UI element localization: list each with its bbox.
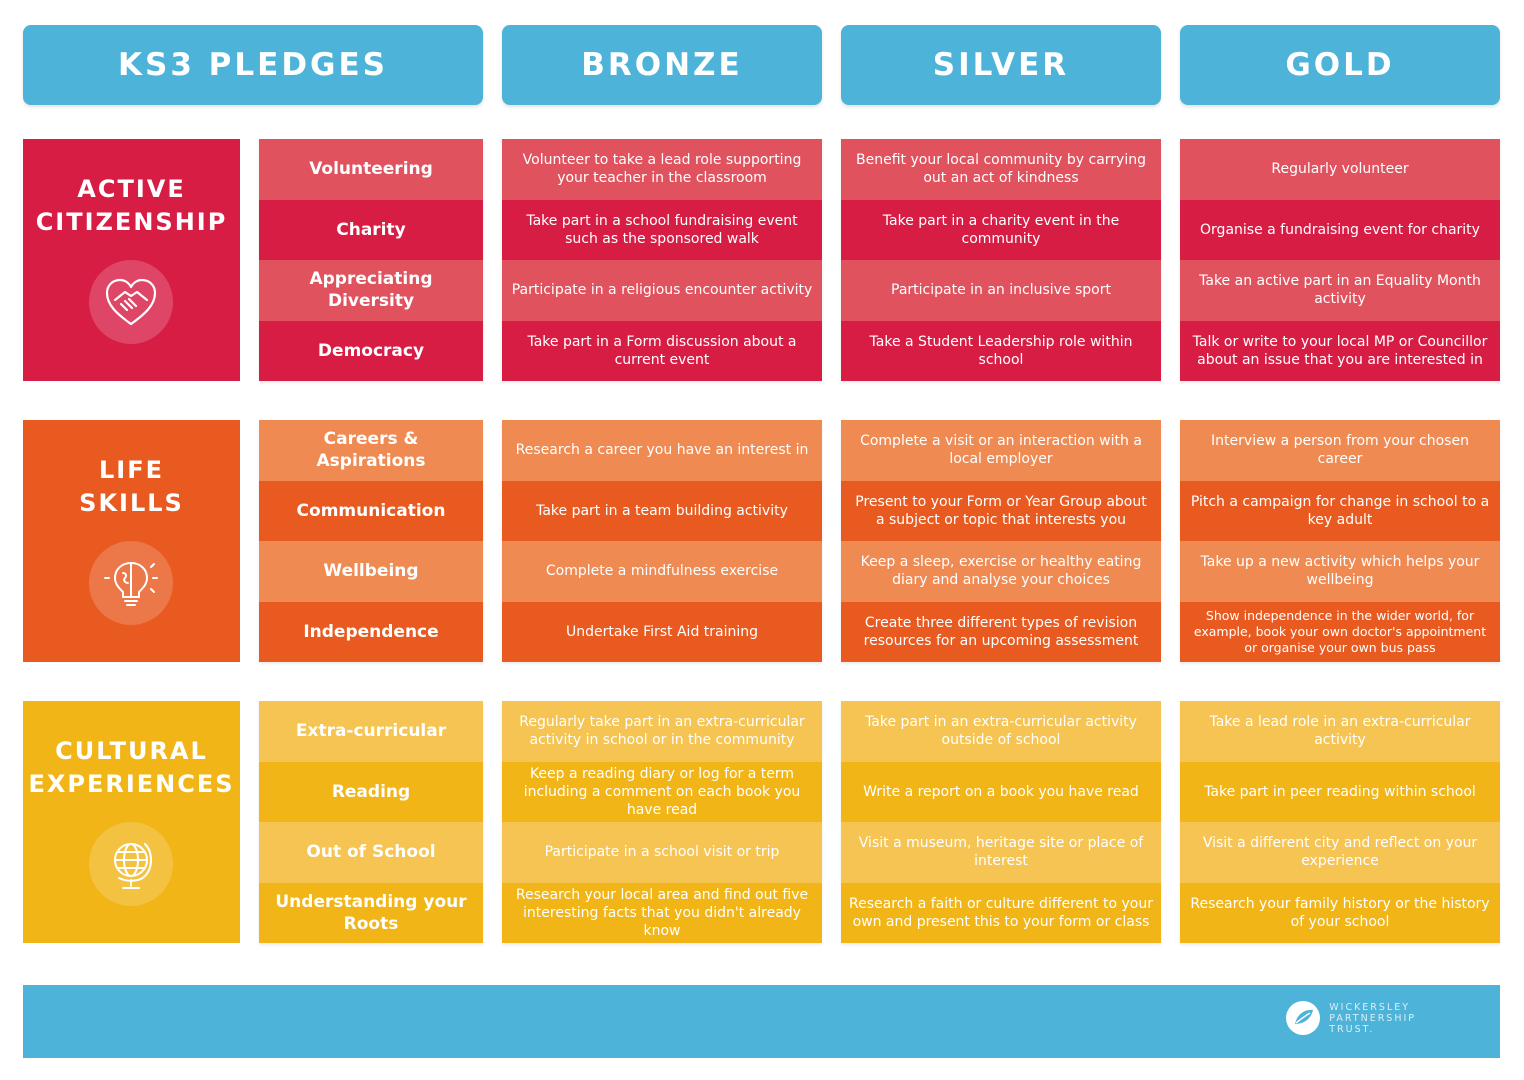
pledge-cell: Participate in a school visit or trip	[502, 822, 822, 883]
bronze-active-citizenship: Volunteer to take a lead role supporting…	[502, 139, 822, 381]
pledge-cell: Take an active part in an Equality Month…	[1180, 260, 1500, 321]
header-ks3-pledges: KS3 PLEDGES	[23, 25, 483, 105]
category-cell: Out of School	[259, 822, 483, 883]
gold-cultural-experiences: Take a lead role in an extra-curricular …	[1180, 701, 1500, 943]
pledge-cell: Present to your Form or Year Group about…	[841, 480, 1161, 541]
pledge-cell: Show independence in the wider world, fo…	[1180, 601, 1500, 662]
category-cell: Charity	[259, 199, 483, 260]
category-cell: Reading	[259, 761, 483, 822]
pledge-cell: Complete a visit or an interaction with …	[841, 420, 1161, 481]
silver-cultural-experiences: Take part in an extra-curricular activit…	[841, 701, 1161, 943]
header-gold: GOLD	[1180, 25, 1500, 105]
logo-text: WICKERSLEY PARTNERSHIP TRUST.	[1329, 1002, 1416, 1035]
globe-icon	[89, 822, 173, 906]
pledge-cell: Take part in a charity event in the comm…	[841, 199, 1161, 260]
category-cell: Volunteering	[259, 139, 483, 200]
pledge-cell: Benefit your local community by carrying…	[841, 139, 1161, 200]
section-title-line1: CULTURAL	[55, 737, 208, 765]
pledge-cell: Talk or write to your local MP or Counci…	[1180, 320, 1500, 381]
section-cultural-experiences: CULTURAL EXPERIENCES	[23, 701, 240, 943]
section-title: LIFE SKILLS	[23, 454, 240, 520]
section-active-citizenship: ACTIVE CITIZENSHIP	[23, 139, 240, 381]
pledge-cell: Volunteer to take a lead role supporting…	[502, 139, 822, 200]
category-cell: Appreciating Diversity	[259, 260, 483, 321]
pledge-cell: Regularly take part in an extra-curricul…	[502, 701, 822, 762]
silver-active-citizenship: Benefit your local community by carrying…	[841, 139, 1161, 381]
gold-active-citizenship: Regularly volunteer Organise a fundraisi…	[1180, 139, 1500, 381]
silver-life-skills: Complete a visit or an interaction with …	[841, 420, 1161, 662]
leaf-logo-icon	[1286, 1001, 1321, 1035]
handshake-heart-icon	[89, 260, 173, 344]
pledge-cell: Take part in an extra-curricular activit…	[841, 701, 1161, 762]
pledge-cell: Take part in peer reading within school	[1180, 761, 1500, 822]
categories-active-citizenship: Volunteering Charity Appreciating Divers…	[259, 139, 483, 381]
section-title: ACTIVE CITIZENSHIP	[23, 173, 240, 239]
pledge-cell: Write a report on a book you have read	[841, 761, 1161, 822]
categories-cultural-experiences: Extra-curricular Reading Out of School U…	[259, 701, 483, 943]
pledge-cell: Visit a museum, heritage site or place o…	[841, 822, 1161, 883]
pledge-cell: Take part in a team building activity	[502, 480, 822, 541]
pledge-cell: Take part in a Form discussion about a c…	[502, 320, 822, 381]
pledge-cell: Take a Student Leadership role within sc…	[841, 320, 1161, 381]
trust-logo: WICKERSLEY PARTNERSHIP TRUST.	[1285, 1000, 1416, 1036]
section-life-skills: LIFE SKILLS	[23, 420, 240, 662]
brain-lightbulb-icon	[89, 541, 173, 625]
pledge-cell: Keep a reading diary or log for a term i…	[502, 761, 822, 822]
pledge-cell: Keep a sleep, exercise or healthy eating…	[841, 541, 1161, 602]
pledge-cell: Take a lead role in an extra-curricular …	[1180, 701, 1500, 762]
pledge-cell: Pitch a campaign for change in school to…	[1180, 480, 1500, 541]
pledge-cell: Organise a fundraising event for charity	[1180, 199, 1500, 260]
logo-line3: TRUST.	[1329, 1023, 1375, 1035]
gold-life-skills: Interview a person from your chosen care…	[1180, 420, 1500, 662]
pledge-cell: Interview a person from your chosen care…	[1180, 420, 1500, 481]
pledge-cell: Research your family history or the hist…	[1180, 882, 1500, 943]
pledge-cell: Create three different types of revision…	[841, 601, 1161, 662]
category-cell: Communication	[259, 480, 483, 541]
pledge-cell: Participate in an inclusive sport	[841, 260, 1161, 321]
category-cell: Careers & Aspirations	[259, 420, 483, 481]
bronze-cultural-experiences: Regularly take part in an extra-curricul…	[502, 701, 822, 943]
section-title-line2: SKILLS	[79, 489, 184, 517]
pledge-cell: Complete a mindfulness exercise	[502, 541, 822, 602]
pledge-cell: Research a career you have an interest i…	[502, 420, 822, 481]
pledge-cell: Regularly volunteer	[1180, 139, 1500, 200]
pledge-cell: Research a faith or culture different to…	[841, 882, 1161, 943]
category-cell: Extra-curricular	[259, 701, 483, 762]
category-cell: Independence	[259, 601, 483, 662]
pledge-cell: Research your local area and find out fi…	[502, 882, 822, 943]
header-bronze: BRONZE	[502, 25, 822, 105]
section-title-line2: EXPERIENCES	[28, 770, 235, 798]
footer-bar: WICKERSLEY PARTNERSHIP TRUST.	[23, 985, 1500, 1058]
section-title-line1: ACTIVE	[77, 175, 186, 203]
bronze-life-skills: Research a career you have an interest i…	[502, 420, 822, 662]
pledge-cell: Participate in a religious encounter act…	[502, 260, 822, 321]
pledge-cell: Visit a different city and reflect on yo…	[1180, 822, 1500, 883]
logo-line2: PARTNERSHIP	[1329, 1012, 1416, 1024]
pledge-cell: Undertake First Aid training	[502, 601, 822, 662]
pledge-cell: Take up a new activity which helps your …	[1180, 541, 1500, 602]
logo-line1: WICKERSLEY	[1329, 1001, 1411, 1013]
category-cell: Understanding your Roots	[259, 882, 483, 943]
section-title-line2: CITIZENSHIP	[35, 208, 228, 236]
category-cell: Democracy	[259, 320, 483, 381]
section-title-line1: LIFE	[98, 456, 164, 484]
header-silver: SILVER	[841, 25, 1161, 105]
categories-life-skills: Careers & Aspirations Communication Well…	[259, 420, 483, 662]
pledge-cell: Take part in a school fundraising event …	[502, 199, 822, 260]
section-title: CULTURAL EXPERIENCES	[23, 735, 240, 801]
category-cell: Wellbeing	[259, 541, 483, 602]
